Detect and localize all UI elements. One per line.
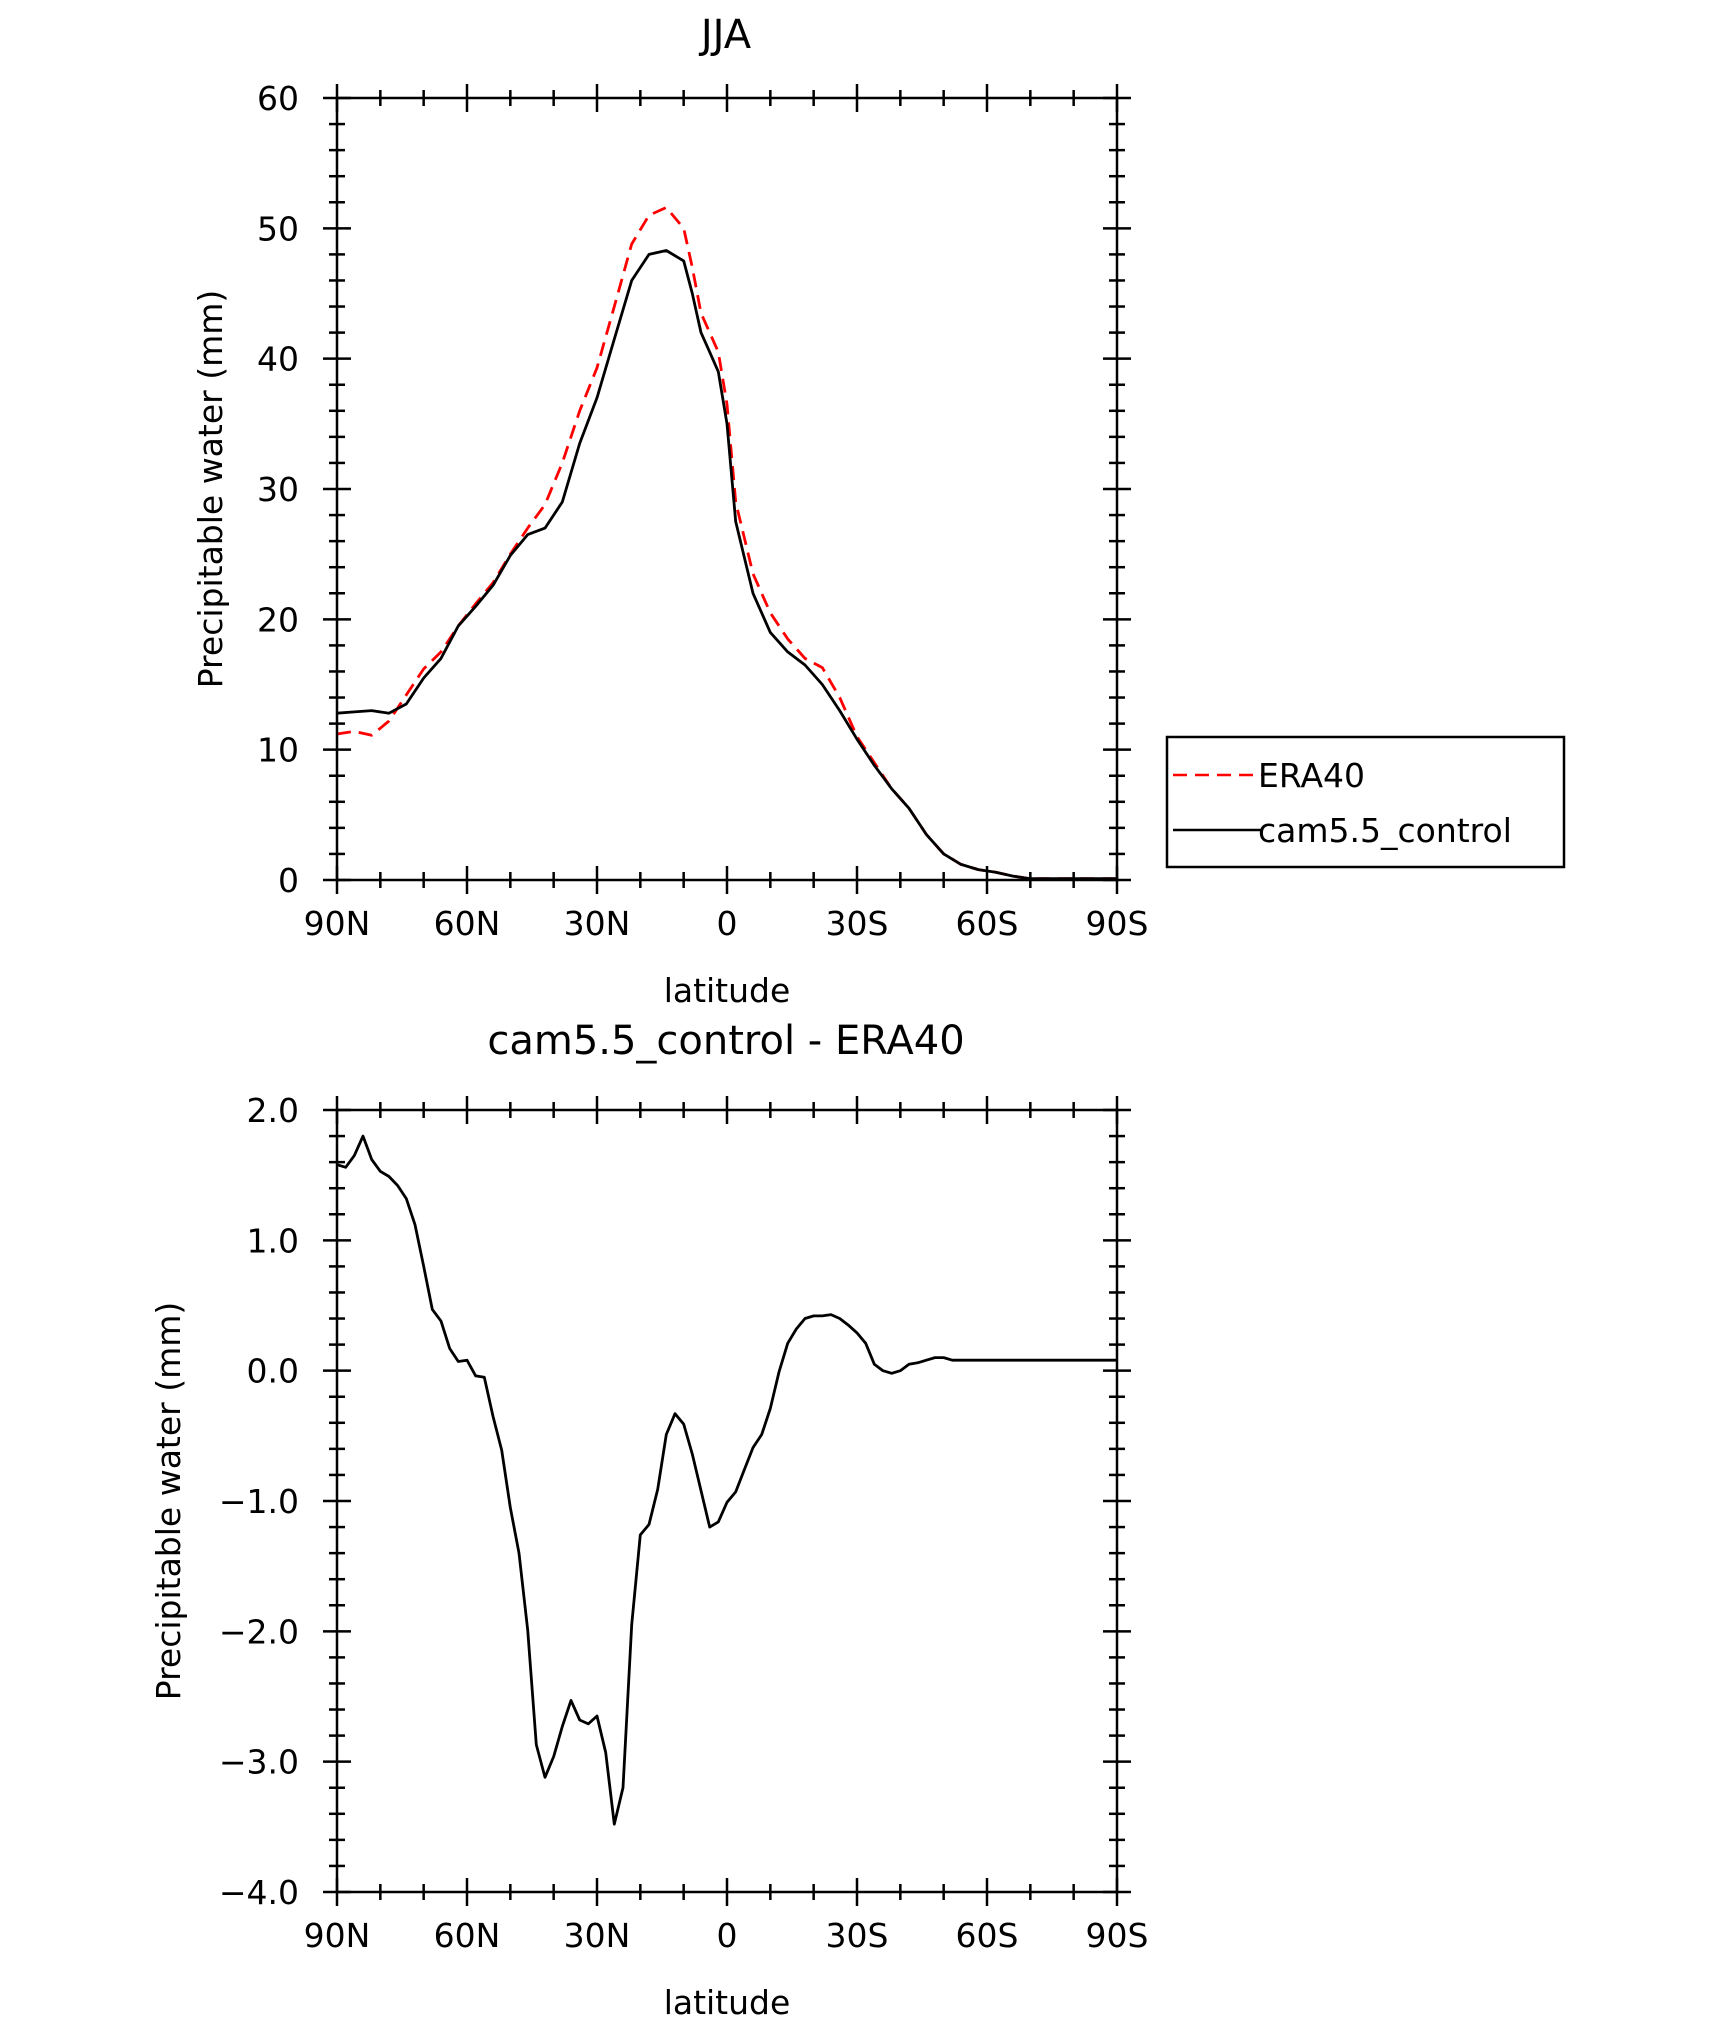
x-tick-label: 30N [564, 1916, 631, 1955]
x-tick-label: 30S [826, 1916, 889, 1955]
x-tick-label: 30N [564, 904, 631, 943]
chart-title: JJA [698, 12, 752, 58]
plot-frame [335, 96, 1119, 882]
x-tick-label: 90S [1086, 1916, 1149, 1955]
x-tick-label: 60S [956, 1916, 1019, 1955]
x-tick-label: 0 [717, 1916, 738, 1955]
x-tick-label: 90N [304, 904, 371, 943]
y-tick-label: 30 [257, 470, 299, 509]
series-line-difference [336, 1134, 1117, 1826]
x-tick-label: 90N [304, 1916, 371, 1955]
y-tick-label: 60 [257, 79, 299, 118]
y-tick-label: 10 [257, 731, 299, 770]
x-axis-label: latitude [664, 971, 791, 1010]
panel-bottom: cam5.5_control - ERA40 −4.0 −3.0 −2.0 −1.0 0… [149, 1018, 1148, 2021]
y-tick-label: −1.0 [219, 1482, 299, 1521]
x-tick-label: 60S [956, 904, 1019, 943]
y-tick-label: 40 [257, 340, 299, 379]
x-tick-label: 30S [826, 904, 889, 943]
legend: ERA40 cam5.5_control [1165, 735, 1566, 869]
y-axis-label: Precipitable water (mm) [191, 290, 230, 689]
x-tick-labels: 90N 60N 30N 0 30S 60S 90S [304, 904, 1149, 943]
series-lines [336, 206, 1117, 881]
legend-label-era40: ERA40 [1258, 756, 1365, 795]
x-tick-label: 60N [434, 904, 501, 943]
y-tick-label: −4.0 [219, 1873, 299, 1912]
series-line-cam5-5-control [336, 249, 1117, 881]
x-tick-labels: 90N 60N 30N 0 30S 60S 90S [304, 1916, 1149, 1955]
y-tick-label: 2.0 [247, 1091, 299, 1130]
legend-box [1165, 735, 1566, 869]
y-tick-label: 0.0 [247, 1352, 299, 1391]
plot-frame [335, 1108, 1119, 1894]
y-tick-label: 0 [278, 861, 299, 900]
panel-top: JJA 0 10 20 30 40 50 60 90N 60N 30N 0 30S 60S 90S la… [191, 12, 1566, 1010]
y-tick-labels: −4.0 −3.0 −2.0 −1.0 0.0 1.0 2.0 [219, 1091, 299, 1912]
y-tick-label: 1.0 [247, 1221, 299, 1260]
chart-title: cam5.5_control - ERA40 [487, 1018, 964, 1064]
y-tick-label: 20 [257, 600, 299, 639]
series-line-era40 [336, 206, 1117, 881]
y-axis-label: Precipitable water (mm) [149, 1302, 188, 1701]
y-tick-label: −3.0 [219, 1743, 299, 1782]
y-tick-labels: 0 10 20 30 40 50 60 [257, 79, 299, 900]
tick-marks [323, 84, 1131, 894]
x-tick-label: 60N [434, 1916, 501, 1955]
x-tick-label: 0 [717, 904, 738, 943]
legend-label-cam: cam5.5_control [1258, 811, 1512, 850]
x-axis-label: latitude [664, 1983, 791, 2021]
x-tick-label: 90S [1086, 904, 1149, 943]
series-lines [336, 1134, 1117, 1826]
y-tick-label: −2.0 [219, 1612, 299, 1651]
y-tick-label: 50 [257, 209, 299, 248]
